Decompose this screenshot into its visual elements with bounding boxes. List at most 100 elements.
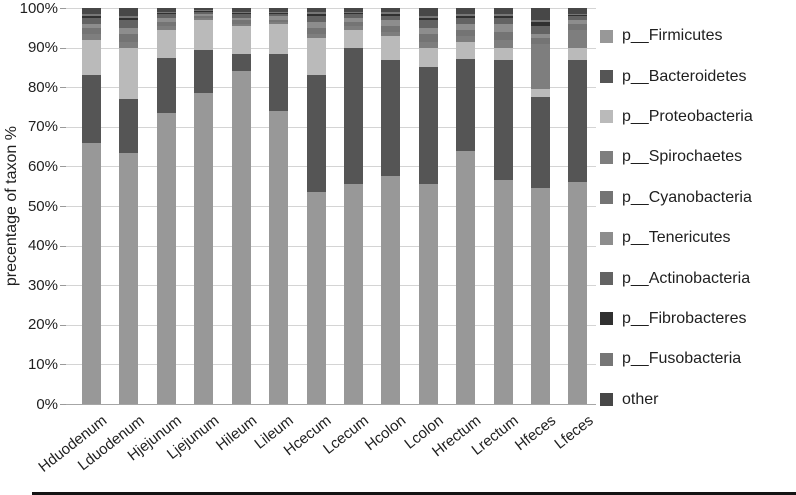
- segment-p__Proteobacteria: [493, 47, 513, 60]
- y-tick-label: 100%: [19, 0, 58, 17]
- segment-p__Bacteroidetes: [493, 59, 513, 181]
- gridline-70: [66, 126, 596, 128]
- segment-p__Actinobacteria: [493, 17, 513, 24]
- segment-p__Actinobacteria: [418, 19, 438, 28]
- segment-p__Bacteroidetes: [119, 99, 139, 153]
- legend-item-other: other: [600, 380, 753, 420]
- segment-p__Firmicutes: [306, 192, 326, 404]
- segment-p__Tenericutes: [231, 17, 251, 20]
- segment-p__Spirochaetes: [156, 25, 176, 30]
- segment-p__Tenericutes: [493, 23, 513, 32]
- gridline-0: [66, 404, 596, 405]
- segment-p__Fusobacteria: [269, 12, 289, 14]
- segment-other: [531, 8, 551, 20]
- legend-swatch: [600, 352, 613, 366]
- y-tick-label: 20%: [27, 316, 58, 334]
- y-tick-label: 90%: [27, 39, 58, 57]
- segment-p__Fibrobacteres: [194, 11, 214, 13]
- legend-label: p__Firmicutes: [622, 27, 723, 45]
- y-tick-label: 60%: [27, 157, 58, 175]
- segment-p__Tenericutes: [418, 27, 438, 34]
- x-axis-label-Hileum: Hileum: [212, 412, 260, 455]
- segment-p__Cyanobacteria: [493, 31, 513, 40]
- segment-p__Fibrobacteres: [343, 12, 363, 14]
- segment-p__Spirochaetes: [568, 29, 588, 48]
- bar-Hfeces: [531, 8, 551, 404]
- y-tick-mark: [60, 87, 66, 89]
- segment-other: [306, 8, 326, 13]
- gridline-100: [66, 8, 596, 9]
- gridline-90: [66, 47, 596, 49]
- segment-p__Proteobacteria: [343, 29, 363, 48]
- segment-p__Fusobacteria: [119, 16, 139, 18]
- segment-p__Firmicutes: [493, 180, 513, 404]
- segment-p__Spirochaetes: [269, 21, 289, 24]
- segment-p__Fibrobacteres: [306, 13, 326, 16]
- segment-p__Tenericutes: [156, 17, 176, 22]
- segment-p__Bacteroidetes: [418, 67, 438, 185]
- segment-other: [381, 8, 401, 13]
- segment-p__Fibrobacteres: [156, 12, 176, 14]
- bar-Hcolon: [381, 8, 401, 404]
- segment-p__Firmicutes: [82, 142, 101, 404]
- legend-swatch: [600, 70, 613, 84]
- segment-p__Fibrobacteres: [531, 21, 551, 26]
- gridline-10: [66, 364, 596, 366]
- segment-p__Tenericutes: [381, 19, 401, 26]
- segment-p__Cyanobacteria: [156, 21, 176, 26]
- segment-p__Spirochaetes: [119, 41, 139, 48]
- legend-swatch: [600, 312, 613, 326]
- y-tick-mark: [60, 324, 66, 326]
- segment-p__Fusobacteria: [194, 10, 214, 12]
- segment-p__Cyanobacteria: [568, 23, 588, 30]
- legend-item-p__Proteobacteria: p__Proteobacteria: [600, 97, 753, 137]
- segment-p__Actinobacteria: [194, 12, 214, 14]
- y-tick-label: 70%: [27, 118, 58, 136]
- segment-p__Fusobacteria: [531, 19, 551, 22]
- segment-p__Spirochaetes: [418, 41, 438, 48]
- segment-p__Fusobacteria: [456, 13, 476, 16]
- segment-other: [456, 8, 476, 14]
- segment-p__Bacteroidetes: [231, 53, 251, 72]
- segment-other: [493, 8, 513, 15]
- segment-p__Firmicutes: [418, 184, 438, 404]
- legend-swatch: [600, 150, 613, 164]
- segment-p__Tenericutes: [531, 33, 551, 38]
- segment-p__Fusobacteria: [381, 12, 401, 14]
- segment-other: [156, 8, 176, 13]
- gridline-40: [66, 245, 596, 247]
- segment-p__Spirochaetes: [194, 17, 214, 20]
- segment-p__Tenericutes: [456, 23, 476, 30]
- bar-Lduodenum: [119, 8, 139, 404]
- y-tick-mark: [60, 47, 66, 49]
- bar-Lileum: [269, 8, 289, 404]
- legend-item-p__Fibrobacteres: p__Fibrobacteres: [600, 299, 753, 339]
- segment-p__Cyanobacteria: [194, 15, 214, 18]
- segment-p__Bacteroidetes: [568, 59, 588, 183]
- segment-other: [418, 8, 438, 16]
- y-tick-mark: [60, 166, 66, 168]
- bar-Lrectum: [493, 8, 513, 404]
- y-tick-label: 80%: [27, 78, 58, 96]
- segment-p__Actinobacteria: [381, 15, 401, 20]
- segment-p__Firmicutes: [194, 93, 214, 404]
- segment-p__Actinobacteria: [231, 14, 251, 18]
- segment-p__Cyanobacteria: [269, 19, 289, 22]
- segment-p__Bacteroidetes: [343, 47, 363, 185]
- segment-p__Fusobacteria: [156, 12, 176, 13]
- segment-other: [194, 8, 214, 11]
- segment-p__Proteobacteria: [568, 47, 588, 60]
- segment-p__Firmicutes: [231, 71, 251, 404]
- segment-p__Proteobacteria: [306, 37, 326, 76]
- segment-p__Firmicutes: [568, 182, 588, 404]
- segment-p__Fusobacteria: [493, 14, 513, 16]
- legend-item-p__Actinobacteria: p__Actinobacteria: [600, 258, 753, 298]
- segment-p__Actinobacteria: [456, 17, 476, 24]
- gridline-60: [66, 166, 596, 168]
- segment-p__Fibrobacteres: [269, 13, 289, 15]
- bar-Hjejunum: [156, 8, 176, 404]
- segment-p__Spirochaetes: [306, 33, 326, 38]
- segment-p__Bacteroidetes: [194, 49, 214, 94]
- y-tick-mark: [60, 245, 66, 247]
